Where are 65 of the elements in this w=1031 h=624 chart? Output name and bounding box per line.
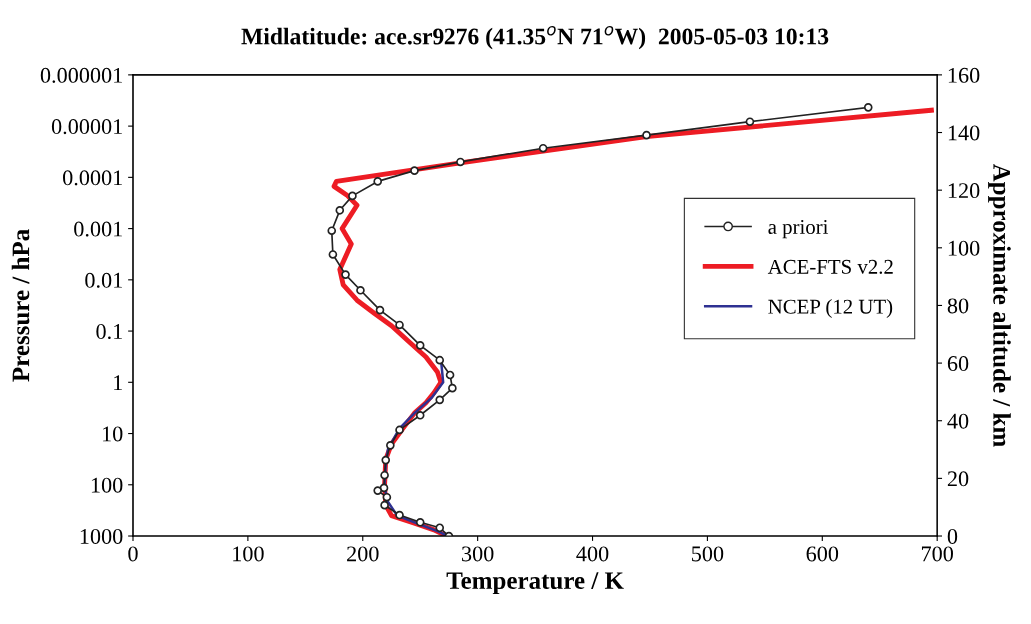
point xyxy=(395,425,404,435)
x-tick-label: 700 xyxy=(921,546,953,562)
y2-tick-label: 80 xyxy=(947,298,969,314)
chart-title: Midlatitude: ace.sr9276 (41.35$^{o}$N 71$^{o}$W) 2005-05-03 10:13 xyxy=(241,25,829,50)
point xyxy=(375,305,385,315)
y-tick-label: 1000 xyxy=(80,528,123,544)
point xyxy=(435,523,445,533)
x-tick-label: 0 xyxy=(128,546,138,562)
point xyxy=(745,117,755,127)
point xyxy=(381,455,391,465)
x-tick-label: 500 xyxy=(692,546,724,562)
point xyxy=(373,177,383,186)
y-tick-label: 0.00001 xyxy=(51,119,122,135)
x-tick-label: 300 xyxy=(462,546,494,562)
point xyxy=(410,166,419,175)
point xyxy=(395,510,404,520)
y2-axis-title: Approximate altitude / km xyxy=(988,163,1011,447)
y2-tick-label: 60 xyxy=(947,356,969,372)
point xyxy=(328,250,338,259)
point xyxy=(448,383,457,393)
y2-tick-label: 0 xyxy=(947,528,958,544)
point xyxy=(415,410,425,420)
y-axis-title: Pressure / hPa xyxy=(11,229,30,382)
point xyxy=(386,441,395,450)
x-tick-label: 400 xyxy=(576,546,609,562)
y2-tick-label: 140 xyxy=(948,125,980,141)
point xyxy=(415,341,425,350)
y2-tick-label: 120 xyxy=(948,183,980,199)
y-tick-label: 0.1 xyxy=(96,324,122,340)
point xyxy=(341,270,350,279)
y-tick-label: 1 xyxy=(114,375,122,391)
y2-tick-label: 100 xyxy=(948,240,980,256)
y-tick-label: 0.000001 xyxy=(40,67,122,83)
point xyxy=(435,355,445,365)
point xyxy=(642,130,651,140)
point xyxy=(863,103,873,112)
point xyxy=(380,470,389,480)
y-tick-label: 100 xyxy=(91,477,123,493)
legend-label: ACE-FTS v2.2 xyxy=(767,259,893,274)
legend-label: NCEP (12 UT) xyxy=(768,299,893,318)
y-tick-label: 0.001 xyxy=(74,221,122,237)
y-tick-label: 0.01 xyxy=(85,272,122,288)
y-tick-label: 0.0001 xyxy=(63,170,122,186)
point xyxy=(445,370,455,380)
y-tick-label: 10 xyxy=(103,426,123,442)
x-tick-label: 600 xyxy=(806,546,839,562)
point xyxy=(348,191,357,201)
y2-tick-label: 160 xyxy=(948,67,980,83)
point xyxy=(415,517,425,527)
y2-tick-label: 20 xyxy=(947,471,969,487)
x-tick-label: 200 xyxy=(347,546,379,562)
point xyxy=(380,500,389,510)
point xyxy=(335,206,345,215)
point xyxy=(395,320,404,330)
y2-tick-label: 40 xyxy=(947,413,969,429)
x-axis-title: Temperature / K xyxy=(446,572,624,595)
point xyxy=(538,143,548,153)
point xyxy=(435,395,445,405)
point xyxy=(327,226,337,236)
legend-label: a priori xyxy=(768,219,829,239)
x-tick-label: 100 xyxy=(233,546,264,562)
point xyxy=(382,492,392,502)
point xyxy=(456,157,465,167)
point xyxy=(356,285,365,295)
point xyxy=(373,486,383,495)
